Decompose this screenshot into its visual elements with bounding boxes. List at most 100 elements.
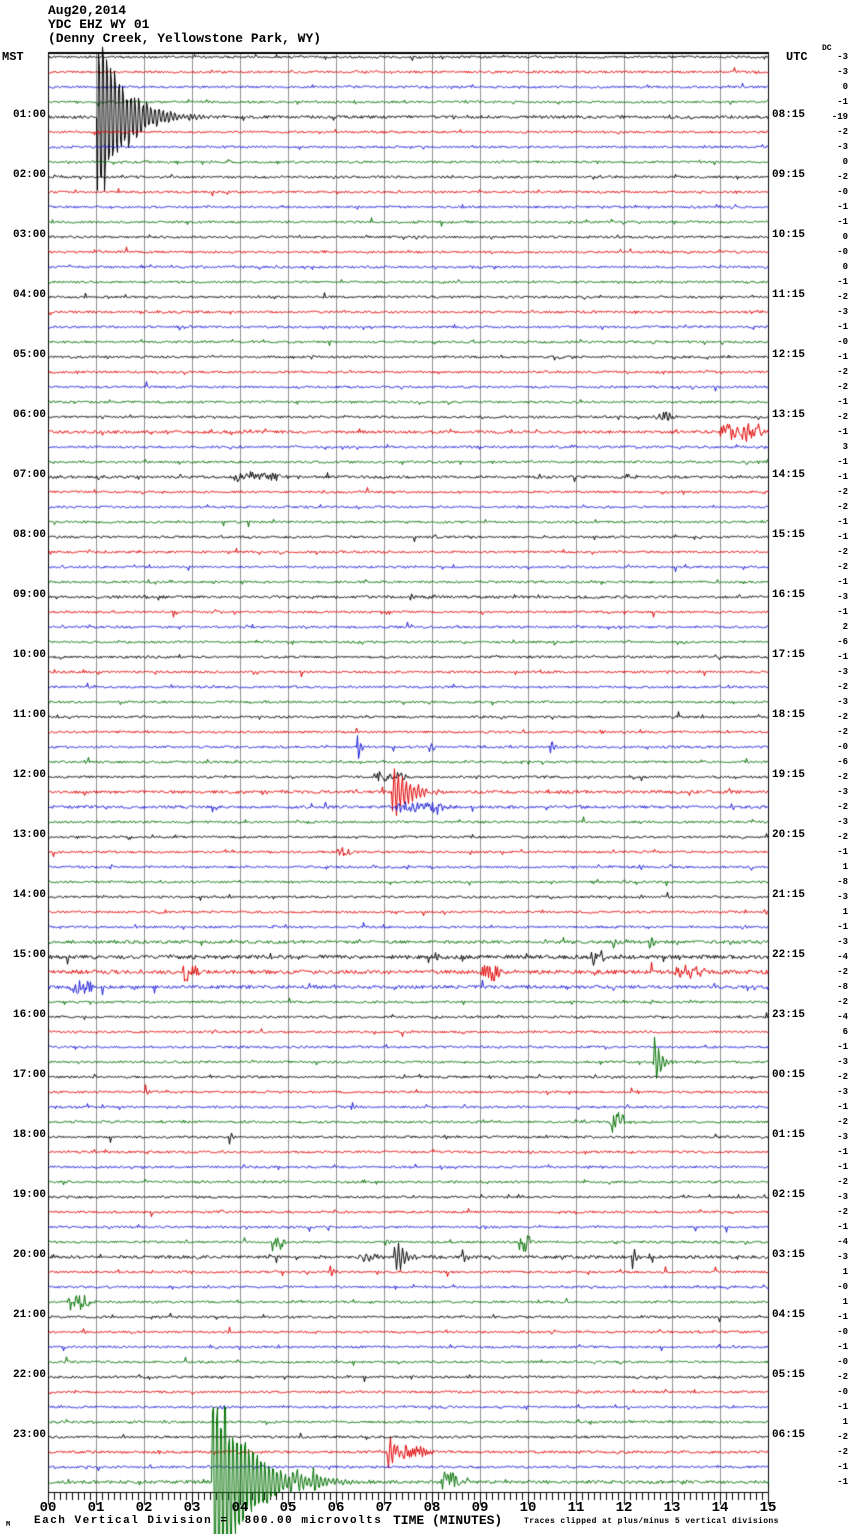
minute-tick-label: 10 xyxy=(519,1500,537,1516)
clip-note: Traces clipped at plus/minus 5 vertical … xyxy=(524,1517,779,1526)
dc-value: -2 xyxy=(837,682,848,692)
left-timezone-label: MST xyxy=(2,50,24,64)
dc-value: 6 xyxy=(842,1027,848,1037)
dc-value: -1 xyxy=(837,1462,848,1472)
dc-value: -0 xyxy=(837,742,848,752)
dc-value: -0 xyxy=(837,187,848,197)
dc-value: -1 xyxy=(837,1402,848,1412)
dc-offset-header: DC xyxy=(822,44,832,53)
utc-label: 18:15 xyxy=(772,709,806,721)
mst-label: 14:00 xyxy=(12,889,46,901)
mst-label: 13:00 xyxy=(12,829,46,841)
dc-value: -2 xyxy=(837,382,848,392)
dc-value: -3 xyxy=(837,817,848,827)
dc-value: -3 xyxy=(837,307,848,317)
mst-label: 06:00 xyxy=(12,409,46,421)
minute-tick-label: 11 xyxy=(567,1500,585,1516)
utc-label: 02:15 xyxy=(772,1189,806,1201)
dc-value: -1 xyxy=(837,1312,848,1322)
dc-value: -1 xyxy=(837,277,848,287)
minute-tick-label: 03 xyxy=(183,1500,201,1516)
dc-value: -3 xyxy=(837,142,848,152)
utc-label: 05:15 xyxy=(772,1369,806,1381)
dc-value: 0 xyxy=(842,82,848,92)
minute-tick-label: 12 xyxy=(615,1500,633,1516)
dc-value: -2 xyxy=(837,967,848,977)
minute-tick-label: 02 xyxy=(135,1500,153,1516)
minute-tick-label: 05 xyxy=(279,1500,297,1516)
dc-value: -3 xyxy=(837,937,848,947)
dc-value: -8 xyxy=(837,982,848,992)
dc-value: -1 xyxy=(837,457,848,467)
dc-value: -1 xyxy=(837,847,848,857)
dc-value: -1 xyxy=(837,517,848,527)
utc-label: 17:15 xyxy=(772,649,806,661)
dc-value: 1 xyxy=(842,907,848,917)
dc-value: -2 xyxy=(837,367,848,377)
dc-value: -1 xyxy=(837,217,848,227)
dc-value: -3 xyxy=(837,52,848,62)
mst-label: 20:00 xyxy=(12,1249,46,1261)
right-timezone-label: UTC xyxy=(786,50,808,64)
mst-label: 22:00 xyxy=(12,1369,46,1381)
dc-value: -1 xyxy=(837,922,848,932)
utc-label: 01:15 xyxy=(772,1129,806,1141)
dc-value: 1 xyxy=(842,1417,848,1427)
utc-label: 19:15 xyxy=(772,769,806,781)
dc-value: -2 xyxy=(837,802,848,812)
dc-value: -1 xyxy=(837,532,848,542)
utc-label: 04:15 xyxy=(772,1309,806,1321)
dc-value: -1 xyxy=(837,427,848,437)
utc-label: 23:15 xyxy=(772,1009,806,1021)
utc-label: 16:15 xyxy=(772,589,806,601)
dc-value: -3 xyxy=(837,697,848,707)
dc-value: -2 xyxy=(837,832,848,842)
dc-value: -3 xyxy=(837,787,848,797)
dc-value: -2 xyxy=(837,1177,848,1187)
dc-value: 0 xyxy=(842,262,848,272)
dc-value: -1 xyxy=(837,1477,848,1487)
dc-value: -3 xyxy=(837,67,848,77)
dc-value: -3 xyxy=(837,1192,848,1202)
minute-tick-label: 06 xyxy=(327,1500,345,1516)
dc-value: 1 xyxy=(842,1267,848,1277)
mst-label: 11:00 xyxy=(12,709,46,721)
mst-label: 10:00 xyxy=(12,649,46,661)
dc-value: -2 xyxy=(837,1432,848,1442)
dc-value: -2 xyxy=(837,172,848,182)
mst-label: 16:00 xyxy=(12,1009,46,1021)
utc-label: 15:15 xyxy=(772,529,806,541)
dc-value: -1 xyxy=(837,1162,848,1172)
header-date: Aug20,2014 xyxy=(48,3,127,18)
dc-value: -0 xyxy=(837,1357,848,1367)
utc-label: 21:15 xyxy=(772,889,806,901)
dc-value: -1 xyxy=(837,1042,848,1052)
dc-value: -1 xyxy=(837,1342,848,1352)
watermark-glyph: M xyxy=(6,1521,11,1529)
mst-label: 01:00 xyxy=(12,109,46,121)
mst-label: 17:00 xyxy=(12,1069,46,1081)
mst-label: 21:00 xyxy=(12,1309,46,1321)
dc-value: -2 xyxy=(837,997,848,1007)
mst-label: 12:00 xyxy=(12,769,46,781)
mst-label: 15:00 xyxy=(12,949,46,961)
dc-value: -2 xyxy=(837,1072,848,1082)
dc-value: 3 xyxy=(842,442,848,452)
dc-value: -2 xyxy=(837,1372,848,1382)
dc-value: -2 xyxy=(837,727,848,737)
utc-label: 09:15 xyxy=(772,169,806,181)
minute-tick-label: 00 xyxy=(39,1500,57,1516)
vertical-division-scale-note: Each Vertical Division = 800.00 microvol… xyxy=(34,1515,383,1527)
dc-value: -4 xyxy=(837,1012,848,1022)
utc-label: 00:15 xyxy=(772,1069,806,1081)
dc-value: -1 xyxy=(837,97,848,107)
dc-value: -2 xyxy=(837,1117,848,1127)
minute-tick-label: 15 xyxy=(759,1500,777,1516)
mst-label: 08:00 xyxy=(12,529,46,541)
dc-value: -0 xyxy=(837,247,848,257)
mst-label: 23:00 xyxy=(12,1429,46,1441)
dc-value: 2 xyxy=(842,622,848,632)
dc-value: -3 xyxy=(837,892,848,902)
